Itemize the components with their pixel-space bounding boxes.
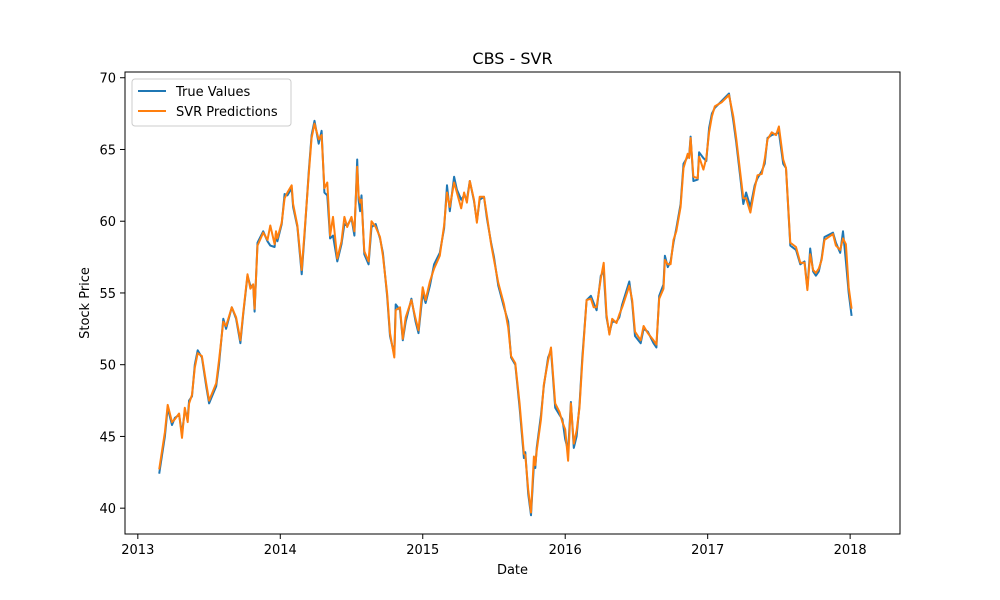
y-tick-label: 40 bbox=[99, 502, 116, 517]
plot-frame bbox=[124, 71, 901, 535]
series-line-svr-predictions bbox=[158, 94, 853, 514]
x-tick-label: 2016 bbox=[549, 543, 582, 558]
y-tick-label: 45 bbox=[99, 430, 116, 445]
series-lines bbox=[158, 92, 853, 517]
x-tick-label: 2018 bbox=[834, 543, 867, 558]
x-tick-label: 2015 bbox=[406, 543, 439, 558]
x-tick-label: 2017 bbox=[691, 543, 724, 558]
x-axis: 2013 2014 2015 2016 2017 2018 bbox=[121, 534, 867, 558]
x-tick-label: 2013 bbox=[121, 543, 154, 558]
y-tick-label: 50 bbox=[99, 359, 116, 374]
y-axis-title: Stock Price bbox=[78, 267, 93, 339]
legend-label-svr-predictions: SVR Predictions bbox=[176, 105, 278, 120]
legend: True Values SVR Predictions bbox=[131, 78, 292, 127]
chart-title: CBS - SVR bbox=[472, 49, 552, 68]
y-tick-label: 60 bbox=[99, 215, 116, 230]
y-tick-label: 70 bbox=[99, 72, 116, 87]
y-tick-label: 55 bbox=[99, 287, 116, 302]
y-tick-label: 65 bbox=[99, 143, 116, 158]
y-axis: 40 45 50 55 60 65 70 bbox=[99, 72, 125, 517]
x-axis-title: Date bbox=[497, 563, 528, 578]
x-tick-label: 2014 bbox=[264, 543, 297, 558]
legend-label-true-values: True Values bbox=[175, 85, 250, 100]
legend-box bbox=[131, 78, 292, 127]
series-line-true-values bbox=[158, 92, 853, 517]
